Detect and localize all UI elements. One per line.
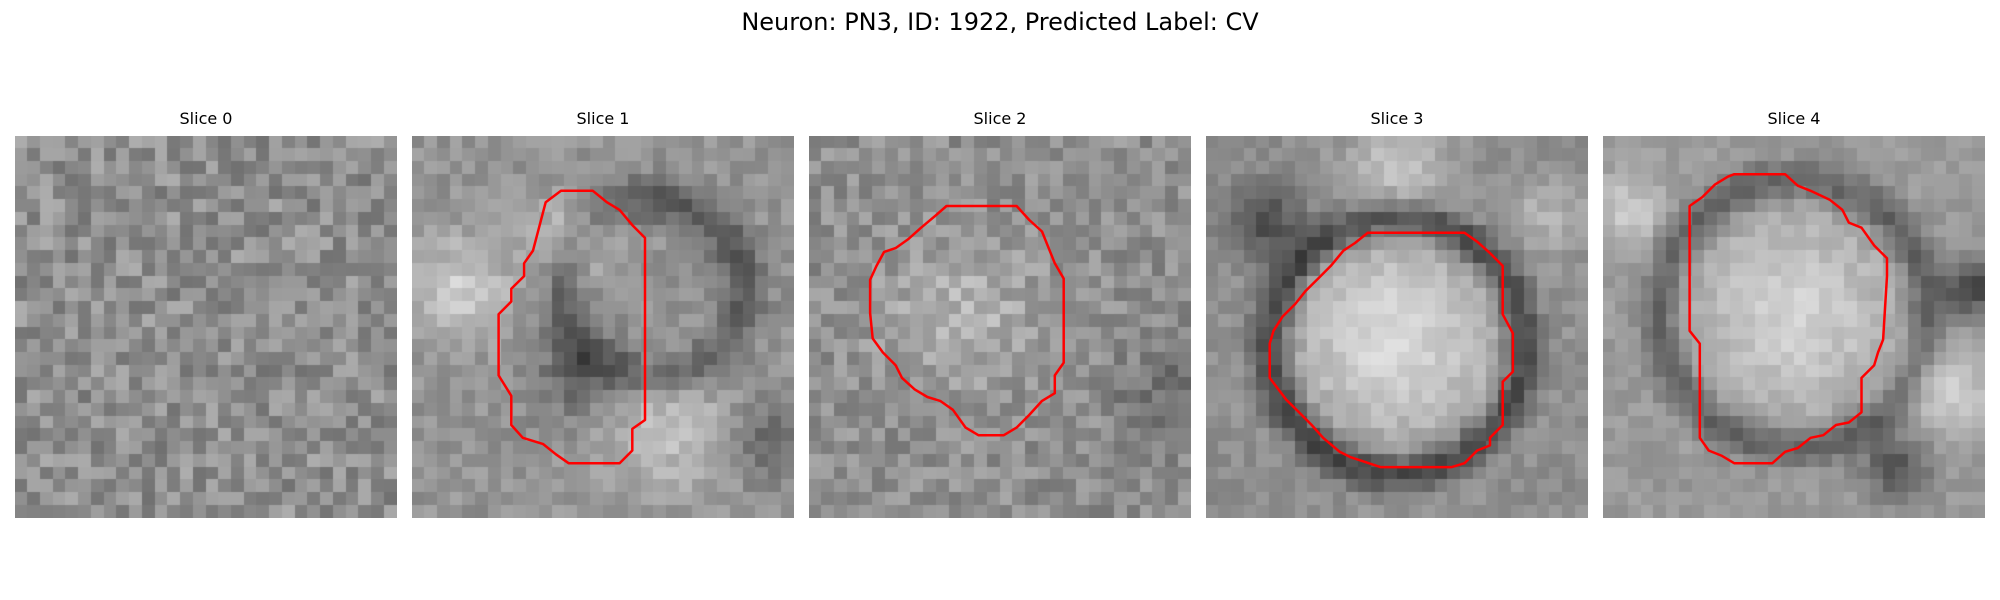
slice-title: Slice 2 xyxy=(973,109,1027,128)
figure-title: Neuron: PN3, ID: 1922, Predicted Label: … xyxy=(741,8,1259,36)
slice-title: Slice 3 xyxy=(1370,109,1424,128)
slice-panel-2: Slice 2 xyxy=(809,110,1191,518)
slice-panel-1: Slice 1 xyxy=(412,110,794,518)
slice-title: Slice 0 xyxy=(179,109,233,128)
slice-title: Slice 4 xyxy=(1767,109,1821,128)
slice-image xyxy=(15,136,397,518)
slice-title: Slice 1 xyxy=(576,109,630,128)
slice-panel-0: Slice 0 xyxy=(15,110,397,518)
slice-image xyxy=(412,136,794,518)
slice-image xyxy=(1603,136,1985,518)
slice-panel-3: Slice 3 xyxy=(1206,110,1588,518)
slice-panel-4: Slice 4 xyxy=(1603,110,1985,518)
slice-image xyxy=(809,136,1191,518)
slice-image xyxy=(1206,136,1588,518)
